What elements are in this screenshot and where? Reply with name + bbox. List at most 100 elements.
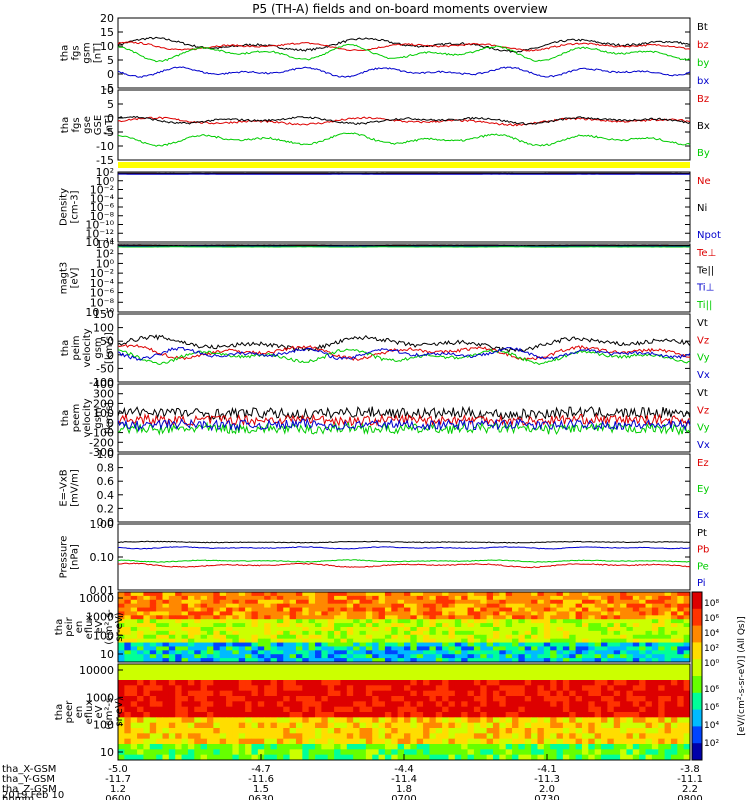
- spec-cell: [480, 607, 488, 612]
- spec-cell: [187, 685, 195, 692]
- spec-cell: [658, 669, 666, 676]
- spec-cell: [257, 634, 265, 640]
- series-Pb-line: [118, 562, 691, 569]
- spec-cell: [429, 728, 437, 734]
- spec-cell: [302, 738, 310, 745]
- spec-cell: [308, 627, 316, 632]
- spec-cell: [397, 669, 405, 676]
- spec-cell: [340, 611, 348, 616]
- spec-cell: [219, 722, 227, 729]
- spec-cell: [569, 607, 577, 612]
- spec-cell: [168, 650, 176, 655]
- spec-cell: [499, 638, 507, 644]
- spec-cell: [270, 712, 278, 718]
- spec-cell: [480, 630, 488, 636]
- spec-cell: [588, 696, 596, 702]
- spec-cell: [435, 607, 443, 612]
- spec-cell: [537, 611, 545, 616]
- spec-cell: [423, 642, 430, 647]
- spec-cell: [499, 674, 507, 681]
- spec-cell: [118, 722, 125, 729]
- spec-cell: [683, 738, 691, 745]
- spec-cell: [308, 619, 316, 624]
- spec-cell: [658, 680, 666, 686]
- spec-cell: [194, 722, 202, 729]
- spec-cell: [340, 749, 348, 756]
- spec-cell: [283, 690, 291, 697]
- spec-cell: [206, 630, 214, 636]
- spec-cell: [467, 685, 475, 692]
- spec-cell: [238, 738, 246, 745]
- spec-cell: [404, 642, 411, 647]
- spec-cell: [499, 664, 507, 670]
- spec-cell: [461, 603, 469, 609]
- spec-cell: [226, 685, 233, 692]
- spec-cell: [601, 754, 608, 761]
- spec-cell: [162, 603, 170, 609]
- spec-cell: [658, 685, 666, 692]
- spec-cell: [257, 749, 265, 756]
- spec-cell: [137, 706, 144, 713]
- spec-cell: [251, 706, 259, 713]
- spec-cell: [461, 619, 469, 624]
- spec-cell: [473, 712, 481, 718]
- spec-cell: [245, 630, 252, 636]
- spec-cell: [620, 623, 627, 628]
- spec-cell: [372, 706, 380, 713]
- spec-cell: [658, 654, 666, 659]
- spec-cell: [423, 717, 430, 724]
- spec-cell: [264, 722, 272, 729]
- spec-cell: [581, 728, 589, 734]
- spec-cell: [283, 749, 291, 756]
- spec-cell: [391, 674, 399, 681]
- ytick-label: 10⁻⁸: [90, 210, 115, 223]
- spec-cell: [149, 749, 157, 756]
- orbit-row-value: 0730: [534, 794, 559, 800]
- spec-cell: [149, 627, 157, 632]
- spec-cell: [556, 638, 564, 644]
- spec-cell: [492, 650, 500, 655]
- colorbar-cell: [692, 642, 702, 648]
- spec-cell: [677, 623, 685, 628]
- ytick-label: 1000: [86, 611, 114, 624]
- spec-cell: [581, 607, 589, 612]
- spec-cell: [232, 595, 240, 601]
- spec-cell: [581, 595, 589, 601]
- spec-cell: [302, 603, 310, 609]
- spec-cell: [473, 615, 481, 620]
- spec-cell: [620, 654, 627, 659]
- spec-cell: [543, 658, 551, 663]
- spec-cell: [340, 701, 348, 708]
- spec-cell: [677, 658, 685, 663]
- spec-cell: [613, 728, 621, 734]
- spec-cell: [156, 615, 163, 620]
- spec-cell: [505, 754, 513, 761]
- spec-cell: [384, 674, 392, 681]
- spec-cell: [308, 680, 316, 686]
- spec-cell: [143, 638, 151, 644]
- spec-cell: [168, 733, 176, 740]
- spec-cell: [594, 754, 602, 761]
- spec-cell: [295, 706, 303, 713]
- spec-cell: [581, 664, 589, 670]
- spec-cell: [639, 685, 647, 692]
- spec-cell: [410, 664, 418, 670]
- spec-cell: [683, 658, 691, 663]
- spec-cell: [429, 638, 437, 644]
- spec-cell: [156, 638, 163, 644]
- legend-Bt: Bt: [697, 22, 708, 33]
- spec-cell: [226, 611, 233, 616]
- spec-cell: [143, 630, 151, 636]
- spec-cell: [200, 669, 208, 676]
- legend-bx: bx: [697, 76, 709, 87]
- spec-cell: [429, 722, 437, 729]
- orbit-row-value: -4.7: [251, 764, 271, 775]
- spec-cell: [397, 654, 405, 659]
- spec-cell: [372, 744, 380, 750]
- spec-cell: [550, 603, 558, 609]
- spec-cell: [315, 664, 322, 670]
- spec-cell: [232, 650, 240, 655]
- ylabel-line: (cm²-s-: [104, 609, 115, 645]
- spec-cell: [505, 658, 513, 663]
- spec-cell: [486, 592, 494, 597]
